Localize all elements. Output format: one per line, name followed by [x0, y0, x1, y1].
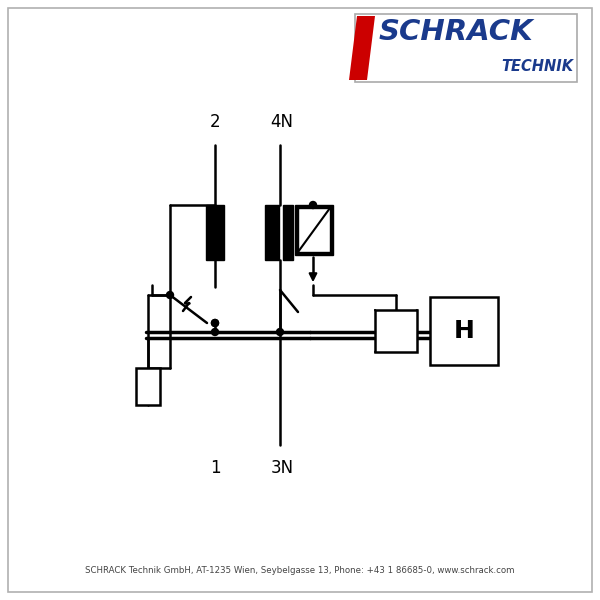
Circle shape — [310, 202, 317, 208]
Circle shape — [212, 319, 218, 326]
Text: 1: 1 — [209, 459, 220, 477]
Text: 4N: 4N — [271, 113, 293, 131]
Text: 3N: 3N — [271, 459, 293, 477]
Text: SCHRACK: SCHRACK — [379, 18, 534, 46]
Circle shape — [277, 329, 284, 335]
Text: SCHRACK Technik GmbH, AT-1235 Wien, Seybelgasse 13, Phone: +43 1 86685-0, www.sc: SCHRACK Technik GmbH, AT-1235 Wien, Seyb… — [85, 566, 515, 575]
Bar — [298, 208, 330, 252]
Bar — [265, 205, 279, 260]
Circle shape — [212, 329, 218, 335]
Bar — [136, 368, 160, 405]
Polygon shape — [349, 16, 375, 80]
Text: 2: 2 — [209, 113, 220, 131]
Bar — [355, 14, 577, 82]
Text: TECHNIK: TECHNIK — [501, 59, 573, 74]
Circle shape — [212, 319, 218, 326]
Bar — [375, 310, 417, 352]
Text: H: H — [454, 319, 475, 343]
Bar — [430, 297, 498, 365]
Circle shape — [167, 292, 173, 298]
Bar — [283, 205, 293, 260]
Bar — [206, 205, 224, 260]
Bar — [295, 205, 333, 255]
